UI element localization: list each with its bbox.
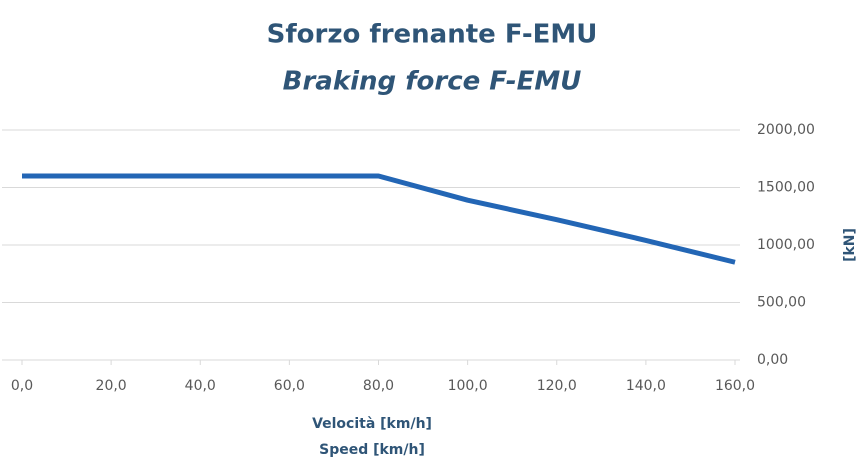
chart-title: Sforzo frenante F-EMU [267, 20, 598, 50]
y-tick-label: 2000,00 [757, 122, 815, 138]
x-tick-label: 0,0 [11, 378, 33, 394]
x-tick-label: 100,0 [448, 378, 488, 394]
x-tick-label: 60,0 [274, 378, 305, 394]
x-axis-title: Velocità [km/h] [312, 416, 432, 432]
x-tick-label: 80,0 [363, 378, 394, 394]
x-tick-label: 40,0 [185, 378, 216, 394]
x-tick-label: 120,0 [537, 378, 577, 394]
y-tick-label: 1500,00 [757, 180, 815, 196]
chart-subtitle: Braking force F-EMU [283, 67, 582, 97]
y-tick-label: 0,00 [757, 352, 788, 368]
x-axis-title-2: Speed [km/h] [319, 442, 425, 458]
x-tick-label: 160,0 [715, 378, 755, 394]
y-tick-label: 1000,00 [757, 237, 815, 253]
x-tick-label: 140,0 [626, 378, 666, 394]
y-tick-label: 500,00 [757, 295, 806, 311]
y-axis-title: [kN] [842, 228, 858, 262]
data-line [22, 173, 736, 265]
x-tick-label: 20,0 [96, 378, 127, 394]
